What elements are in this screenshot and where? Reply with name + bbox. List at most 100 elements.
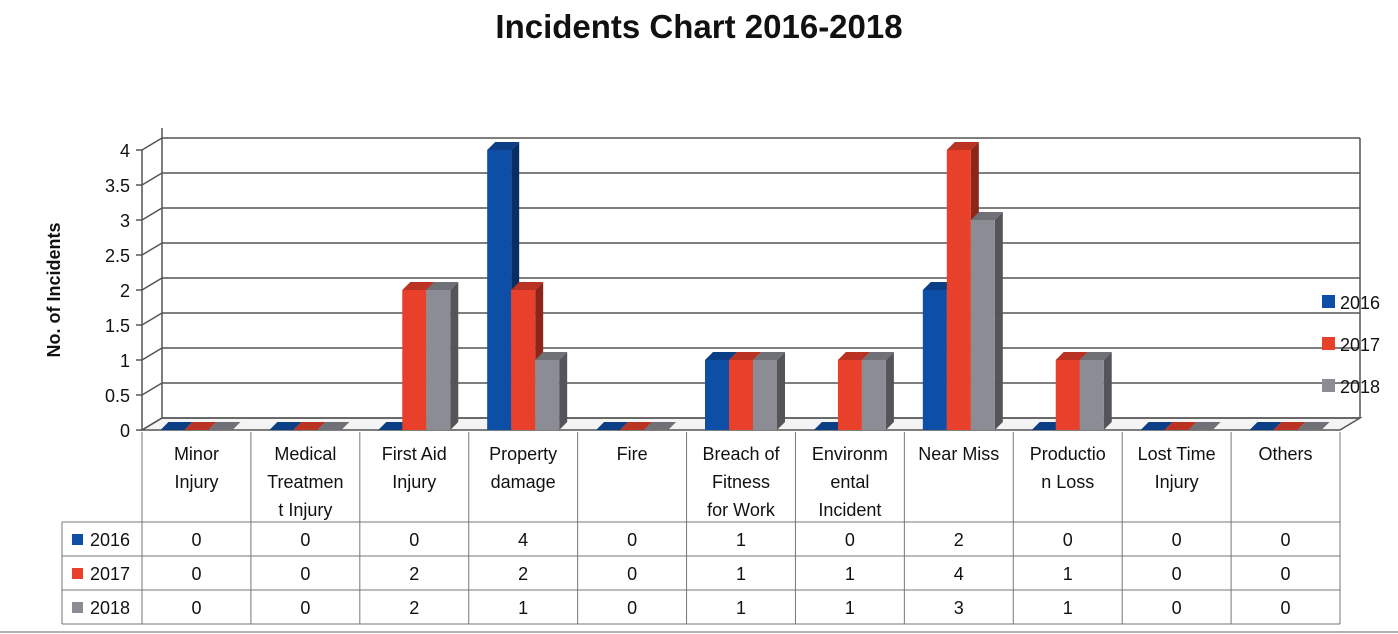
bar-front [511,290,536,430]
bar-top [1055,352,1088,360]
gridline-side [141,347,163,361]
bar-2017-9 [1164,422,1197,430]
bars [160,142,1330,430]
bar-top [644,422,677,430]
bar-top [620,422,653,430]
bar-top [946,142,979,150]
bar-top [1188,422,1221,430]
table-cell-value: 0 [1281,564,1291,584]
table-cell-value: 2 [518,564,528,584]
table-cell-value: 0 [845,530,855,550]
legend-key-2017 [1322,337,1335,350]
category-label: Fire [617,444,648,464]
category-label: Medical [274,444,336,464]
category-label: Lost Time [1138,444,1216,464]
category-label: damage [491,472,556,492]
data-table: Minor Injury Medical Treatmen t Injury First … [0,432,1398,633]
category-label: Injury [174,472,218,492]
bar-top [1164,422,1197,430]
bar-top [1297,422,1330,430]
category-label: Incident [818,500,881,520]
category-label: Environm [812,444,888,464]
gridline-side [141,207,163,221]
bar-side [1103,352,1112,430]
category-label: First Aid [382,444,447,464]
table-cell-value: 1 [736,598,746,618]
bar-2017-1 [293,422,326,430]
category-label: Others [1259,444,1313,464]
table-series-label: 2017 [90,564,130,584]
category-label: n Loss [1041,472,1094,492]
gridlines [136,137,1361,431]
gridline-side [141,277,163,291]
bar-front [729,360,753,430]
table-cell-value: 0 [627,530,637,550]
bar-top [1249,422,1282,430]
category-label: Near Miss [918,444,999,464]
table-cell-value: 0 [191,564,201,584]
y-tick-label: 0 [120,421,130,441]
table-cell-value: 0 [1172,598,1182,618]
bar-side [777,352,785,430]
gridline-side [141,382,163,396]
category-label: Fitness [712,472,770,492]
bar-top [402,282,435,290]
table-cell-value: 1 [1063,598,1073,618]
bar-2018-3 [535,352,568,430]
bar-top [705,352,737,360]
table-cell-value: 1 [1063,564,1073,584]
bar-top [1273,422,1306,430]
bar-2018-0 [208,422,241,430]
legend-label-2018: 2018 [1340,377,1380,397]
bar-2016-10 [1249,422,1282,430]
gridline-side [141,312,163,326]
bar-2017-0 [184,422,217,430]
table-legend-key [72,602,83,613]
table-cell-value: 0 [300,530,310,550]
y-tick-label: 3 [120,211,130,231]
bar-top [317,422,350,430]
y-tick-label: 4 [120,141,130,161]
gridline-side [141,137,163,151]
table-cell-value: 1 [518,598,528,618]
bar-side [450,282,459,430]
bar-front [1055,360,1080,430]
category-label: Productio [1030,444,1106,464]
bar-2018-5 [753,352,785,430]
bar-front [753,360,777,430]
bar-2018-8 [1079,352,1112,430]
table-cell-value: 1 [845,598,855,618]
category-label: for Work [707,500,776,520]
bar-top [753,352,785,360]
bar-top [293,422,326,430]
table-cell-value: 0 [191,598,201,618]
bar-front [535,360,560,430]
bar-side [559,352,568,430]
table-cell-value: 0 [627,598,637,618]
table-cell-value: 0 [1063,530,1073,550]
bar-top [426,282,459,290]
table-cell-value: 0 [1172,530,1182,550]
bar-front [922,290,947,430]
table-cell-value: 4 [954,564,964,584]
legend-label-2017: 2017 [1340,335,1380,355]
bar-front [487,150,512,430]
table-cell-value: 0 [300,598,310,618]
bar-side [994,212,1003,430]
bar-2018-10 [1297,422,1330,430]
bar-top [535,352,568,360]
bar-top [1140,422,1173,430]
y-axis-label: No. of Incidents [44,223,64,358]
bar-2016-1 [269,422,302,430]
category-label: Treatmen [267,472,343,492]
table-series-label: 2016 [90,530,130,550]
category-label: Property [489,444,557,464]
bar-2018-2 [426,282,459,430]
gridline-side [141,417,163,431]
bar-2016-0 [160,422,193,430]
bar-2016-9 [1140,422,1173,430]
table-legend-key [72,568,83,579]
y-tick-label: 2.5 [105,246,130,266]
